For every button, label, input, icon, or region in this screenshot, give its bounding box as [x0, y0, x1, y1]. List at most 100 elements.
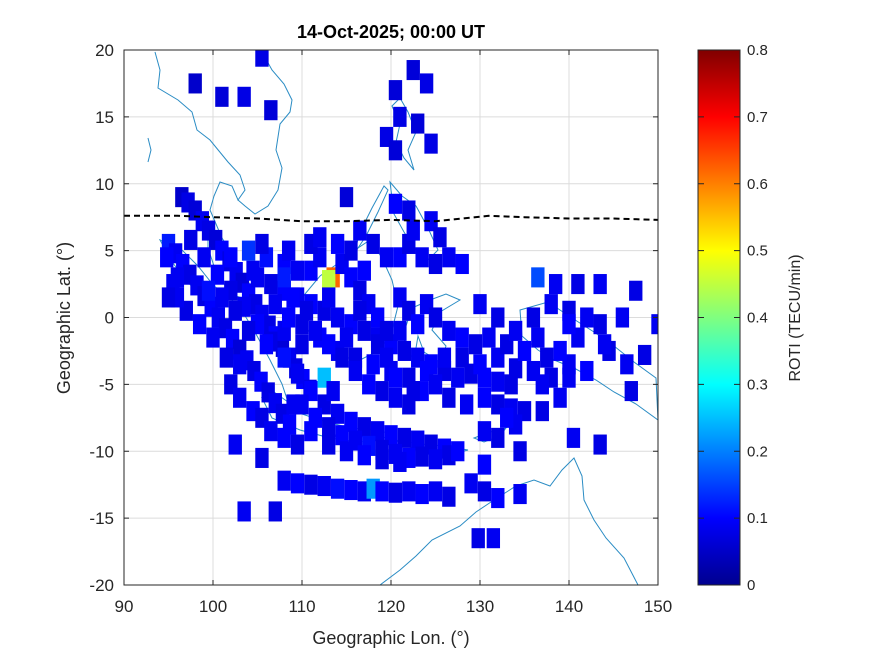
colorbar-tick-label: 0.3 — [747, 376, 768, 393]
roti-cell — [597, 334, 612, 355]
roti-cell — [264, 421, 278, 442]
roti-cell — [428, 253, 443, 275]
roti-cell — [593, 314, 607, 335]
roti-cell — [442, 320, 456, 341]
roti-cell — [442, 486, 456, 507]
x-axis-label: Geographic Lon. (°) — [312, 628, 469, 648]
roti-cell — [615, 307, 630, 328]
coastline-andaman — [147, 137, 152, 163]
roti-cell — [357, 260, 371, 281]
roti-cell — [161, 287, 176, 308]
roti-cell — [491, 371, 505, 392]
roti-cell — [553, 340, 567, 361]
roti-cell — [210, 264, 225, 285]
roti-cell — [544, 294, 558, 315]
roti-cell — [566, 427, 581, 448]
roti-cell — [322, 287, 336, 308]
chart-title: 14-Oct-2025; 00:00 UT — [297, 22, 485, 42]
roti-cell — [375, 449, 389, 470]
roti-cell — [491, 427, 505, 448]
y-tick-label: 20 — [95, 41, 114, 60]
roti-cell — [322, 270, 336, 291]
roti-cell — [477, 481, 492, 502]
roti-cell — [477, 387, 492, 408]
roti-cell — [339, 327, 354, 348]
roti-cell — [508, 320, 523, 341]
roti-cell — [362, 374, 376, 395]
roti-cell — [330, 233, 345, 254]
roti-cell — [637, 344, 652, 365]
roti-cell — [313, 227, 327, 248]
roti-cell — [237, 86, 251, 107]
roti-cell — [290, 260, 305, 281]
roti-cell — [268, 294, 282, 315]
roti-cell — [277, 347, 291, 368]
roti-cell — [531, 267, 545, 288]
roti-cell — [424, 211, 438, 232]
roti-cell — [290, 473, 305, 494]
x-tick-label: 90 — [115, 597, 134, 616]
roti-cell — [491, 307, 505, 328]
roti-cell — [357, 320, 371, 341]
roti-cell — [442, 247, 456, 268]
roti-cell — [308, 320, 323, 341]
roti-cell — [357, 445, 371, 466]
roti-cell — [459, 394, 474, 415]
roti-cell — [366, 354, 380, 375]
roti-cell — [477, 454, 492, 475]
roti-cell — [593, 434, 607, 455]
roti-cell — [428, 449, 443, 470]
roti-cell — [344, 240, 358, 261]
roti-cell — [277, 267, 291, 288]
roti-cell — [326, 381, 340, 402]
roti-cell — [322, 417, 336, 438]
y-tick-label: 0 — [105, 309, 114, 328]
roti-cell — [281, 307, 296, 328]
roti-cell — [540, 347, 554, 368]
roti-cell — [437, 347, 452, 368]
roti-cell — [322, 334, 336, 355]
roti-cell — [268, 501, 282, 522]
roti-cell — [206, 327, 220, 348]
roti-cell — [353, 220, 367, 241]
colorbar: 0.8 0.7 0.6 0.5 0.4 0.3 0.2 0.1 0 ROTI (TECU/min… — [697, 42, 804, 594]
roti-cell — [290, 434, 305, 455]
roti-cell — [339, 187, 354, 208]
roti-cell — [255, 50, 269, 67]
roti-cell — [513, 441, 527, 462]
roti-cell — [402, 200, 416, 221]
colorbar-tick-label: 0.8 — [747, 42, 768, 59]
roti-cell — [255, 447, 269, 468]
roti-cell — [562, 314, 576, 335]
roti-cell — [580, 360, 594, 382]
roti-cell — [228, 434, 242, 455]
y-tick-label: 15 — [95, 108, 114, 127]
roti-cell — [415, 247, 429, 268]
roti-cell — [197, 247, 211, 268]
roti-cell — [629, 280, 643, 301]
y-tick-label: 5 — [105, 242, 114, 261]
colorbar-gradient — [697, 49, 741, 586]
roti-cell — [259, 334, 274, 355]
roti-cell — [620, 354, 634, 375]
roti-cell — [201, 280, 216, 301]
roti-cell — [246, 260, 260, 281]
roti-cell — [473, 354, 487, 375]
colorbar-label: ROTI (TECU/min) — [787, 254, 804, 381]
roti-cell — [299, 300, 314, 321]
roti-cell — [304, 474, 318, 495]
roti-cell — [508, 358, 523, 379]
roti-cell — [428, 307, 443, 328]
roti-cell — [526, 307, 541, 328]
roti-cell — [531, 327, 545, 348]
colorbar-tick-label: 0 — [747, 577, 755, 594]
roti-cell — [500, 407, 514, 428]
roti-cell — [295, 334, 309, 355]
y-tick-label: -15 — [89, 509, 114, 528]
y-tick-label: -5 — [99, 375, 114, 394]
roti-cell — [241, 320, 256, 341]
roti-cell — [451, 367, 465, 388]
roti-cell — [379, 247, 394, 268]
roti-cells — [160, 50, 658, 549]
roti-cell — [388, 367, 403, 388]
